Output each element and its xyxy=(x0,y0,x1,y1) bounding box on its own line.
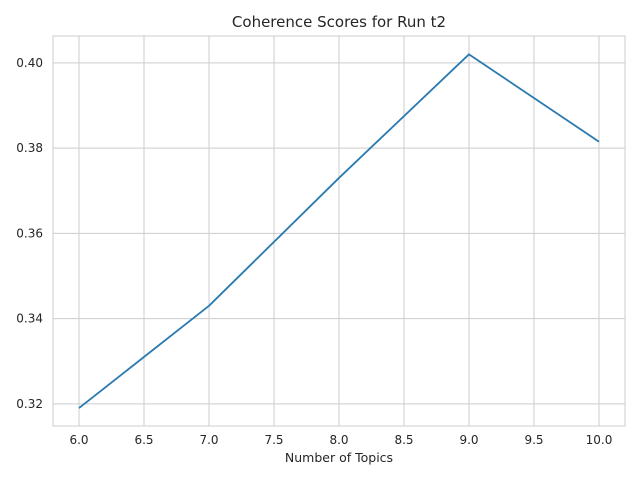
x-tick-label: 6.0 xyxy=(69,433,88,447)
x-tick-labels: 6.0 6.5 7.0 7.5 8.0 8.5 9.0 9.5 10.0 xyxy=(69,433,612,447)
y-tick-label: 0.40 xyxy=(16,56,43,70)
x-tick-label: 8.0 xyxy=(329,433,348,447)
chart-title: Coherence Scores for Run t2 xyxy=(232,13,446,31)
x-tick-label: 8.5 xyxy=(394,433,413,447)
series-layer xyxy=(78,53,600,409)
series-line xyxy=(78,53,600,409)
y-tick-label: 0.34 xyxy=(16,312,43,326)
x-tick-label: 6.5 xyxy=(134,433,153,447)
x-axis-label: Number of Topics xyxy=(285,450,393,465)
x-tick-label: 9.0 xyxy=(459,433,478,447)
x-tick-label: 10.0 xyxy=(586,433,613,447)
x-tick-label: 9.5 xyxy=(524,433,543,447)
plot-frame xyxy=(52,35,626,427)
grid xyxy=(53,36,625,426)
y-tick-labels: 0.32 0.34 0.36 0.38 0.40 xyxy=(16,56,43,411)
y-tick-label: 0.32 xyxy=(16,397,43,411)
y-tick-label: 0.36 xyxy=(16,226,43,240)
x-tick-label: 7.0 xyxy=(199,433,218,447)
x-tick-label: 7.5 xyxy=(264,433,283,447)
y-tick-label: 0.38 xyxy=(16,141,43,155)
